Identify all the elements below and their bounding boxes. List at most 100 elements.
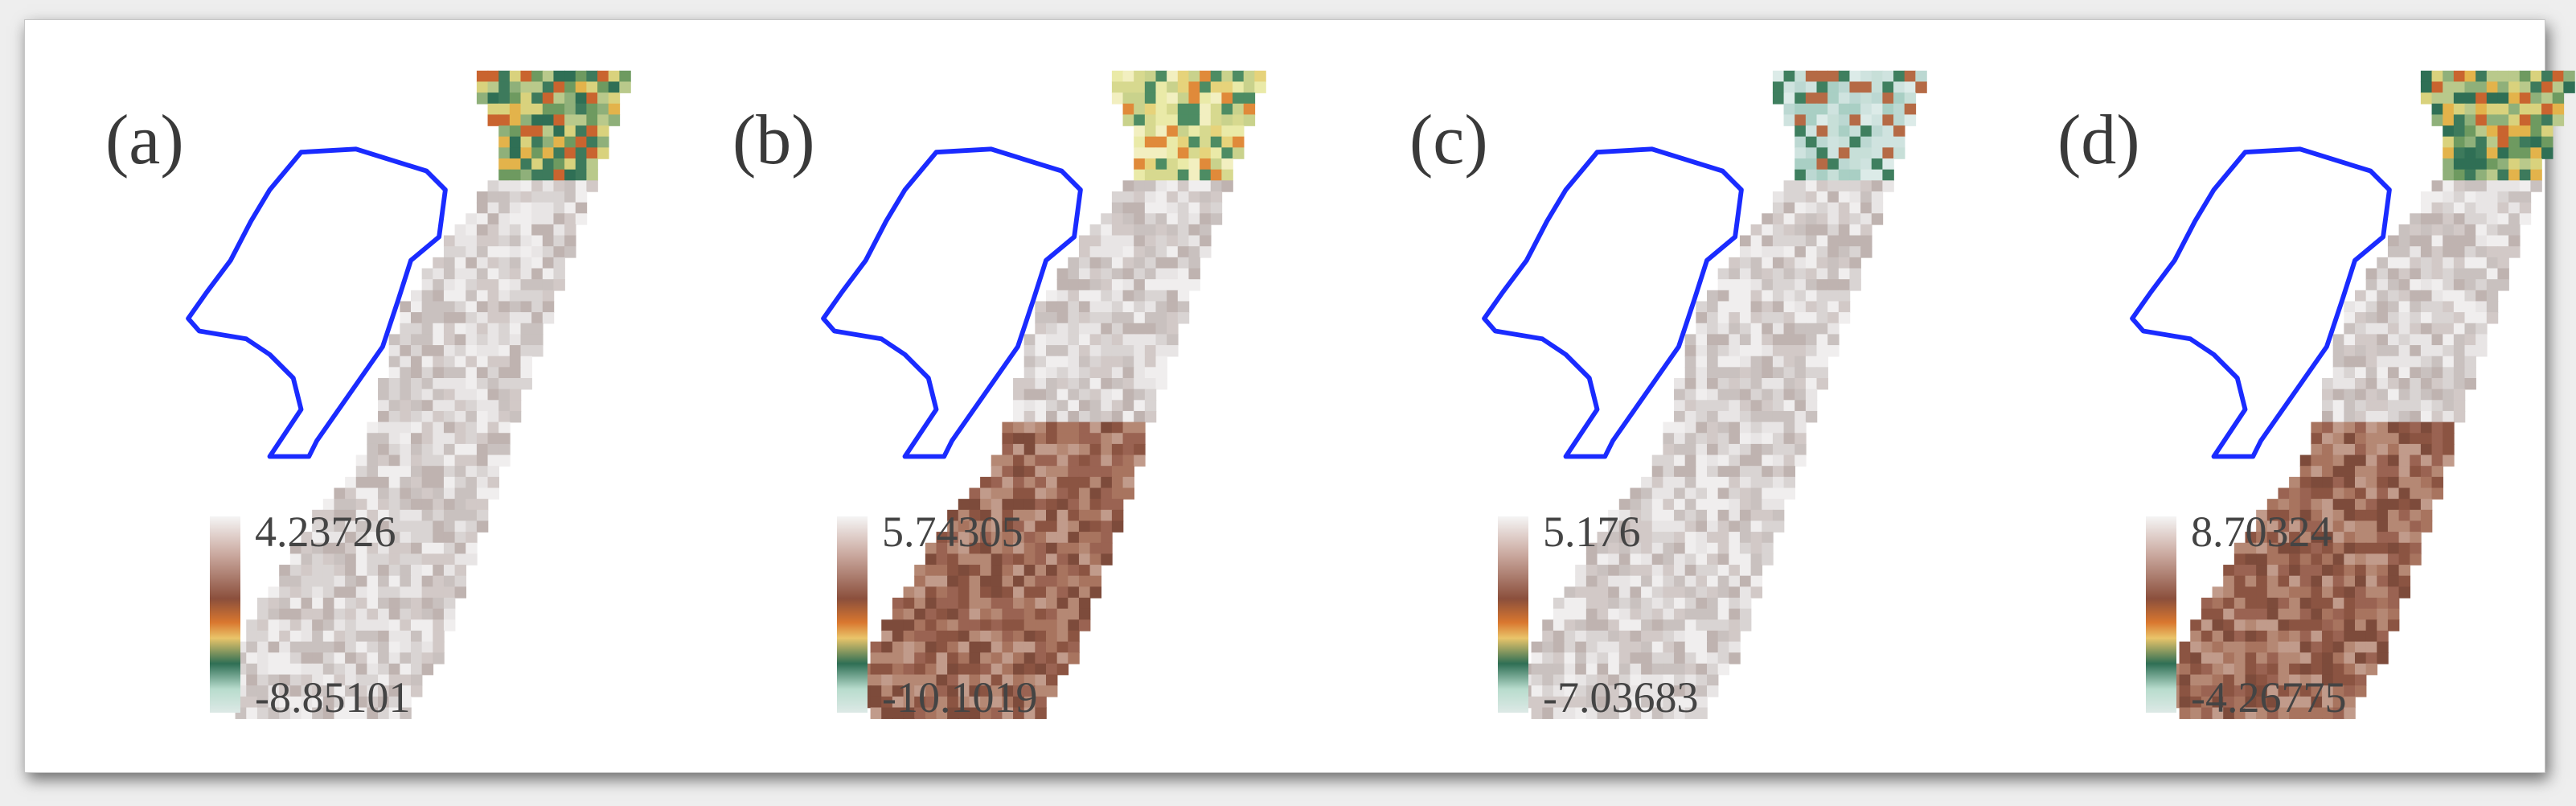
raster-cell [2497, 224, 2509, 236]
raster-cell [2377, 553, 2389, 565]
raster-cell [1056, 389, 1069, 401]
raster-cell [1805, 81, 1818, 93]
raster-cell [2233, 619, 2246, 631]
raster-cell [1002, 696, 1014, 709]
raster-cell [1707, 301, 1719, 313]
raster-cell [498, 433, 511, 445]
raster-cell [925, 608, 937, 621]
raster-cell [400, 619, 412, 631]
raster-cell [2497, 169, 2509, 182]
raster-cell [2332, 356, 2345, 368]
raster-cell [1068, 575, 1080, 588]
raster-cell [1663, 520, 1675, 533]
raster-cell [608, 114, 621, 126]
raster-cell [2289, 608, 2301, 621]
raster-cell [2420, 443, 2433, 456]
raster-cell [2344, 608, 2356, 621]
raster-cell [1035, 707, 1047, 719]
raster-cell [1750, 499, 1763, 511]
raster-cell [1707, 378, 1719, 390]
raster-cell [1762, 443, 1774, 456]
raster-cell [1816, 169, 1828, 182]
raster-cell [2289, 575, 2301, 588]
raster-cell [2355, 520, 2367, 533]
raster-cell [925, 575, 937, 588]
raster-cell [421, 608, 434, 621]
raster-cell [2377, 378, 2389, 390]
raster-cell [2377, 598, 2389, 610]
raster-cell [1068, 334, 1080, 346]
raster-cell [2256, 652, 2268, 664]
raster-cell [378, 608, 390, 621]
raster-cell [969, 542, 981, 555]
raster-cell [958, 696, 970, 709]
raster-cell [312, 532, 324, 544]
raster-cell [1101, 499, 1113, 511]
raster-cell [2431, 378, 2443, 390]
raster-cell [1871, 81, 1884, 93]
raster-cell [1750, 520, 1763, 533]
raster-cell [575, 213, 588, 225]
raster-cell [411, 641, 423, 654]
raster-cell [1200, 202, 1212, 215]
raster-cell [2387, 334, 2400, 346]
raster-cell [1739, 410, 1752, 423]
raster-cell [1904, 93, 1917, 105]
raster-cell [2530, 114, 2542, 126]
raster-cell [1078, 257, 1091, 269]
raster-cell [1078, 235, 1091, 247]
raster-cell [1122, 191, 1134, 204]
raster-cell [1805, 257, 1818, 269]
raster-cell [1035, 542, 1047, 555]
raster-cell [322, 565, 335, 577]
raster-cell [1122, 290, 1134, 302]
raster-cell [936, 707, 948, 719]
raster-cell [487, 202, 499, 215]
raster-cell [575, 125, 588, 138]
raster-cell [1717, 279, 1730, 291]
raster-cell [2476, 180, 2488, 192]
raster-cell [1046, 443, 1058, 456]
raster-cell [2476, 279, 2488, 291]
raster-cell [2464, 81, 2476, 93]
raster-cell [1155, 224, 1167, 236]
raster-cell [1035, 532, 1047, 544]
raster-cell [520, 323, 532, 335]
raster-cell [1795, 400, 1807, 412]
raster-cell [1608, 532, 1620, 544]
raster-cell [1155, 356, 1167, 368]
raster-cell [1068, 389, 1080, 401]
raster-cell [2387, 553, 2400, 565]
raster-cell [1167, 246, 1179, 258]
raster-cell [1772, 422, 1785, 434]
raster-cell [1882, 125, 1894, 138]
raster-cell [454, 509, 467, 522]
raster-cell [1167, 191, 1179, 204]
raster-cell [1144, 367, 1157, 379]
raster-cell [2443, 433, 2455, 445]
raster-cell [433, 619, 445, 631]
raster-cell [1651, 586, 1664, 598]
raster-cell [2497, 136, 2509, 149]
raster-cell [443, 257, 456, 269]
raster-cell [2530, 136, 2542, 149]
raster-cell [925, 641, 937, 654]
raster-cell [619, 81, 631, 93]
raster-cell [1816, 125, 1828, 138]
raster-cell [1772, 466, 1785, 478]
raster-cell [1750, 487, 1763, 500]
raster-cell [1056, 454, 1069, 467]
raster-cell [2311, 608, 2323, 621]
raster-cell [1101, 553, 1113, 565]
raster-cell [1838, 235, 1851, 247]
raster-cell [1046, 454, 1058, 467]
raster-cell [2332, 532, 2345, 544]
raster-cell [2387, 443, 2400, 456]
raster-cell [2212, 641, 2224, 654]
raster-cell [914, 598, 926, 610]
raster-cell [947, 542, 959, 555]
raster-cell [1101, 476, 1113, 489]
raster-cell [1651, 565, 1664, 577]
raster-cell [1684, 476, 1697, 489]
raster-cell [1674, 466, 1686, 478]
